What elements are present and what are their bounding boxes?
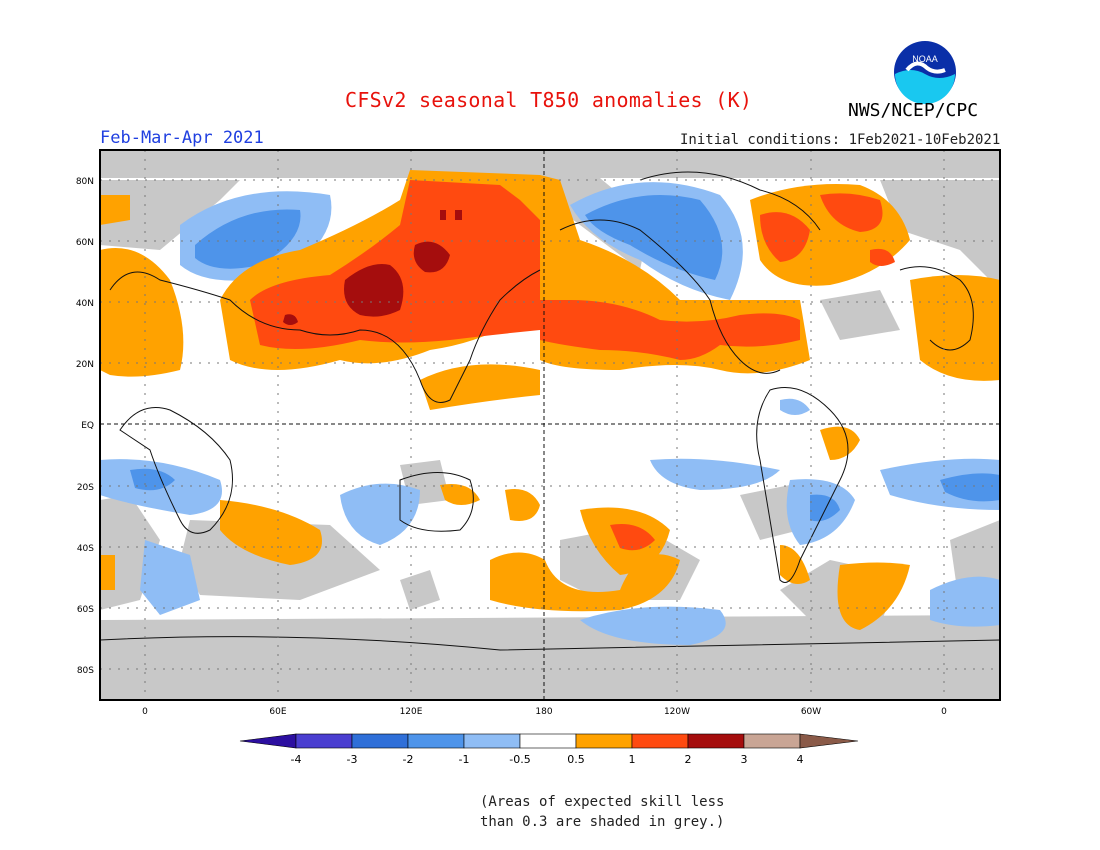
blue-areas bbox=[130, 195, 1000, 522]
colorbar-label: 3 bbox=[741, 753, 748, 766]
longitude-labels: 0 60E 120E 180 120W 60W 0 bbox=[142, 707, 947, 717]
colorbar-label: -2 bbox=[403, 753, 414, 766]
colorbar bbox=[239, 733, 859, 749]
colorbar-label: 4 bbox=[797, 753, 804, 766]
colorbar-label: -0.5 bbox=[509, 753, 530, 766]
initial-conditions: Initial conditions: 1Feb2021-10Feb2021 bbox=[680, 132, 1001, 148]
lon-label: 0 bbox=[941, 707, 947, 717]
lat-label: 60N bbox=[76, 238, 94, 248]
lat-lon-grid bbox=[100, 150, 1000, 700]
coastlines bbox=[100, 171, 1000, 651]
colorbar-segment bbox=[687, 733, 745, 749]
colorbar-segment bbox=[631, 733, 689, 749]
map-title: CFSv2 seasonal T850 anomalies (K) bbox=[345, 88, 753, 112]
dark-red-areas bbox=[283, 210, 462, 325]
red-orange-areas bbox=[250, 180, 895, 551]
colorbar-label: -3 bbox=[347, 753, 358, 766]
colorbar-label: 1 bbox=[629, 753, 636, 766]
lat-label: 40N bbox=[76, 299, 94, 309]
lat-label: 20S bbox=[77, 483, 94, 493]
colorbar-segment bbox=[239, 733, 297, 749]
colorbar-segment bbox=[295, 733, 353, 749]
colorbar-labels: -4 -3 -2 -1 -0.5 0.5 1 2 3 4 bbox=[291, 753, 804, 766]
colorbar-segment bbox=[799, 733, 859, 749]
skill-note-line: (Areas of expected skill less bbox=[480, 794, 725, 810]
logo-text: NOAA bbox=[912, 54, 938, 64]
colorbar-segment bbox=[351, 733, 409, 749]
noaa-logo-icon: NOAA bbox=[894, 41, 956, 104]
colorbar-label: -1 bbox=[459, 753, 470, 766]
lat-label: 80N bbox=[76, 177, 94, 187]
colorbar-segment bbox=[519, 733, 577, 749]
forecast-period: Feb-Mar-Apr 2021 bbox=[100, 128, 264, 148]
lon-label: 0 bbox=[142, 707, 148, 717]
lat-label: 40S bbox=[77, 544, 94, 554]
colorbar-label: -4 bbox=[291, 753, 302, 766]
lon-label: 60E bbox=[269, 707, 286, 717]
colorbar-segment bbox=[407, 733, 465, 749]
colorbar-label: 0.5 bbox=[567, 753, 585, 766]
colorbar-segment bbox=[463, 733, 521, 749]
colorbar-label: 2 bbox=[685, 753, 692, 766]
lat-label: EQ bbox=[81, 421, 94, 431]
organization-label: NWS/NCEP/CPC bbox=[848, 100, 979, 121]
lat-label: 60S bbox=[77, 605, 94, 615]
skill-note: (Areas of expected skill less than 0.3 a… bbox=[480, 792, 724, 832]
lon-label: 180 bbox=[535, 707, 552, 717]
latitude-labels: 80N 60N 40N 20N EQ 20S 40S 60S 80S bbox=[76, 177, 94, 676]
lon-label: 60W bbox=[801, 707, 821, 717]
lon-label: 120W bbox=[664, 707, 690, 717]
map-frame bbox=[99, 149, 1001, 701]
anomaly-field bbox=[100, 150, 1000, 700]
lon-label: 120E bbox=[400, 707, 423, 717]
skill-note-line: than 0.3 are shaded in grey.) bbox=[480, 814, 725, 830]
colorbar-segment bbox=[743, 733, 801, 749]
lat-label: 20N bbox=[76, 360, 94, 370]
lat-label: 80S bbox=[77, 666, 94, 676]
colorbar-segment bbox=[575, 733, 633, 749]
